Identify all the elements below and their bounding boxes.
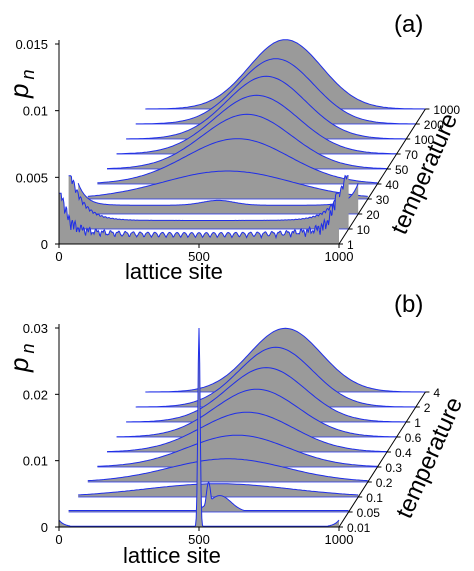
series-area-10 bbox=[68, 175, 349, 229]
depth-tick-label: 0.01 bbox=[347, 521, 371, 535]
panel-b: (b) pn lattice site temperature 0 500 1000… bbox=[4, 291, 468, 568]
y-tick-label: 0.01 bbox=[23, 454, 48, 469]
series-line-1 bbox=[59, 192, 339, 240]
depth-tick-label: 50 bbox=[395, 163, 409, 177]
x-axis-label: lattice site bbox=[123, 543, 221, 568]
series-area-0.1 bbox=[78, 483, 359, 497]
series-area-30 bbox=[87, 171, 368, 199]
y-axis-label: pn bbox=[4, 70, 38, 99]
x-tick-label: 1000 bbox=[325, 249, 354, 264]
depth-tick-label: 200 bbox=[424, 118, 444, 132]
axis-layer: 0 500 100000.010.020.030.010.050.10.20.30.… bbox=[23, 321, 441, 547]
depth-tick-label: 0.3 bbox=[385, 461, 402, 475]
x-tick-label: 0 bbox=[55, 532, 62, 547]
depth-tick-label: 40 bbox=[385, 178, 399, 192]
depth-tick-label: 2 bbox=[424, 401, 431, 415]
series-line-50 bbox=[106, 113, 388, 170]
y-axis-label-main: p bbox=[4, 84, 34, 99]
panel-label: (a) bbox=[394, 11, 423, 38]
series-line-0.05 bbox=[68, 480, 349, 511]
panel-label: (b) bbox=[394, 291, 423, 318]
depth-tick-label: 0.05 bbox=[357, 506, 381, 520]
depth-tick-label: 1000 bbox=[433, 103, 460, 117]
y-axis-label-sub: n bbox=[18, 344, 38, 354]
series-line-1 bbox=[126, 367, 407, 423]
series-area-0.3 bbox=[97, 435, 378, 467]
depth-tick-label: 100 bbox=[414, 133, 434, 147]
x-tick-label: 500 bbox=[188, 532, 210, 547]
series-line-0.4 bbox=[106, 411, 388, 453]
y-axis-label: pn bbox=[4, 344, 38, 373]
x-axis-label: lattice site bbox=[125, 259, 223, 284]
depth-tick-label: 20 bbox=[366, 208, 380, 222]
y-tick-label: 0.03 bbox=[23, 321, 48, 336]
depth-tick-label: 0.2 bbox=[376, 476, 393, 490]
depth-tick-label: 0.6 bbox=[405, 431, 422, 445]
series-layer bbox=[59, 39, 426, 245]
depth-tick-label: 0.1 bbox=[366, 491, 383, 505]
series-area-1 bbox=[59, 193, 339, 244]
depth-axis-line bbox=[338, 108, 426, 245]
series-area-0.05 bbox=[68, 482, 349, 512]
series-area-20 bbox=[78, 183, 359, 214]
series-line-4 bbox=[145, 327, 426, 393]
series-line-2 bbox=[135, 346, 416, 408]
series-line-0.2 bbox=[87, 458, 368, 482]
x-tick-label: 0 bbox=[55, 249, 62, 264]
y-axis-label-sub: n bbox=[18, 70, 38, 80]
y-tick-label: 0.015 bbox=[15, 37, 48, 52]
series-area-0.01 bbox=[59, 328, 339, 527]
depth-tick-label: 10 bbox=[357, 223, 371, 237]
y-tick-label: 0.005 bbox=[15, 170, 48, 185]
axis-layer: 0 500 1000 0 0.005 0.01 0.015 11020304050701002… bbox=[15, 37, 460, 264]
series-line-100 bbox=[126, 75, 407, 140]
depth-tick-label: 0.4 bbox=[395, 446, 412, 460]
x-tick-label: 1000 bbox=[325, 532, 354, 547]
panel-a: (a) pn lattice site temperature 0 500 1000… bbox=[4, 11, 463, 284]
series-line-0.1 bbox=[78, 483, 359, 496]
series-line-30 bbox=[87, 170, 368, 197]
depth-tick-label: 4 bbox=[433, 386, 440, 400]
y-axis-label-main: p bbox=[4, 358, 34, 373]
depth-axis-line bbox=[338, 391, 426, 528]
series-line-10 bbox=[68, 174, 349, 222]
series-line-0.6 bbox=[116, 388, 397, 438]
y-tick-label: 0.02 bbox=[23, 387, 48, 402]
series-line-0.3 bbox=[97, 434, 378, 467]
series-layer bbox=[58, 327, 426, 528]
series-line-1000 bbox=[145, 39, 426, 110]
series-line-200 bbox=[135, 58, 416, 125]
series-line-0.01 bbox=[58, 327, 340, 527]
x-tick-label: 500 bbox=[188, 249, 210, 264]
series-area-40 bbox=[97, 138, 378, 184]
depth-tick-label: 1 bbox=[414, 416, 421, 430]
series-line-20 bbox=[77, 183, 359, 206]
series-area-0.4 bbox=[107, 412, 387, 452]
series-area-0.2 bbox=[87, 458, 368, 482]
depth-tick-label: 70 bbox=[405, 148, 419, 162]
depth-tick-label: 30 bbox=[376, 193, 390, 207]
depth-tick-label: 1 bbox=[347, 238, 354, 252]
series-line-40 bbox=[97, 138, 378, 184]
y-tick-label: 0 bbox=[41, 237, 48, 252]
y-tick-label: 0.01 bbox=[23, 104, 48, 119]
y-tick-label: 0 bbox=[41, 520, 48, 535]
series-line-70 bbox=[116, 94, 397, 155]
